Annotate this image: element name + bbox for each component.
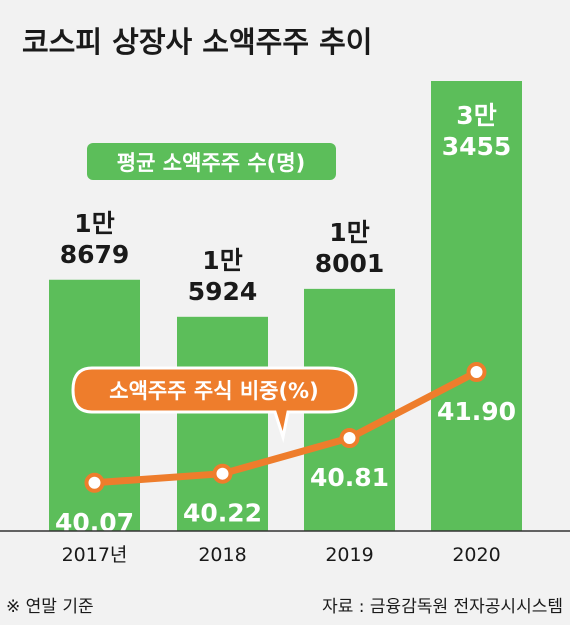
line-value-label: 40.07: [55, 508, 134, 537]
x-tick-label: 2017년: [62, 544, 128, 566]
line-legend-badge: [71, 366, 358, 443]
bar-2018: [177, 316, 268, 531]
line-point: [212, 463, 233, 484]
bar-value-label: 3455: [442, 132, 512, 161]
line-legend-label: 소액주주 주식 비중(%): [109, 379, 318, 403]
x-tick-label: 2020: [452, 544, 500, 566]
bar-value-label: 1만: [202, 246, 242, 275]
line-point: [339, 427, 360, 448]
bar-value-label: 5924: [188, 277, 258, 306]
line-point: [84, 472, 105, 493]
line-value-label: 40.22: [183, 499, 262, 528]
chart-title: 코스피 상장사 소액주주 추이: [22, 25, 372, 59]
bar-value-label: 3만: [456, 101, 496, 130]
line-value-label: 41.90: [437, 397, 516, 426]
bar-value-label: 1만: [329, 218, 369, 247]
footnote: ※ 연말 기준: [6, 597, 94, 617]
bar-value-label: 8679: [60, 240, 130, 269]
x-tick-label: 2019: [325, 544, 373, 566]
line-layer: [84, 362, 487, 493]
x-tick-labels: 2017년 2018 2019 2020: [62, 544, 501, 566]
source-note: 자료 : 금융감독원 전자공시시스템: [322, 597, 563, 617]
line-value-label: 40.81: [310, 463, 389, 492]
bars-layer: [49, 81, 522, 531]
line-point: [466, 362, 487, 383]
x-tick-label: 2018: [198, 544, 246, 566]
bar-legend-badge: [87, 143, 336, 180]
bar-2020: [431, 81, 522, 531]
bar-legend-label: 평균 소액주주 수(명): [117, 151, 305, 175]
bar-value-label: 1만: [74, 209, 114, 238]
bar-value-label: 8001: [315, 249, 385, 278]
line-series: [91, 368, 480, 487]
